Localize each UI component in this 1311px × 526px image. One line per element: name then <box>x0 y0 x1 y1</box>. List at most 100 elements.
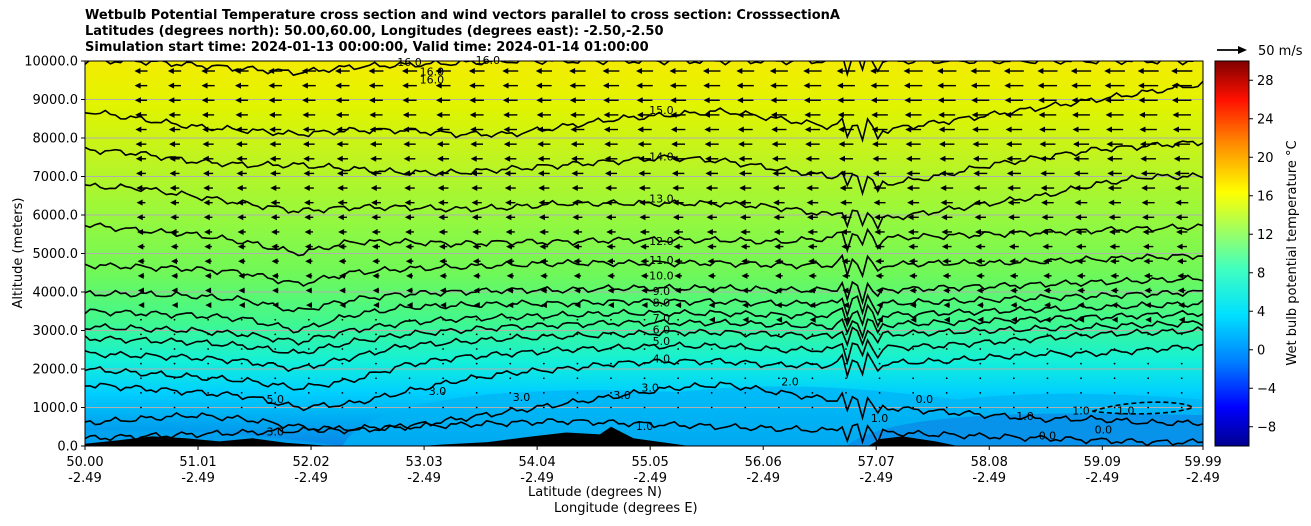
y-tick-label-8: 8000.0 <box>33 132 79 147</box>
wind-head-761 <box>1173 155 1180 162</box>
wind-head-138 <box>302 141 309 148</box>
x-tick-label-10: 59.99 <box>1184 455 1221 470</box>
wind-head-178 <box>372 258 379 265</box>
wind-dot-363 <box>643 362 646 365</box>
wind-dot-556 <box>912 348 915 350</box>
wind-dot-30 <box>173 318 176 321</box>
colorbar-tick-label-1: −4 <box>1257 382 1276 397</box>
wind-head-399 <box>672 185 679 192</box>
wind-head-227 <box>438 243 445 250</box>
wind-head-684 <box>1075 228 1082 235</box>
wind-dot-75 <box>240 362 243 365</box>
wind-head-469 <box>773 214 780 221</box>
wind-dot-625 <box>1012 391 1015 394</box>
colorbar-tick-label-6: 16 <box>1257 189 1274 204</box>
wind-head-512 <box>842 287 849 294</box>
wind-head-678 <box>1078 316 1085 323</box>
wind-head-680 <box>1077 287 1084 294</box>
wind-dot-600 <box>979 406 982 409</box>
wind-dot-192 <box>408 406 411 409</box>
wind-head-524 <box>837 111 844 118</box>
wind-head-679 <box>1077 302 1084 309</box>
wind-dot-197 <box>408 333 411 336</box>
wind-head-493 <box>807 214 814 221</box>
wind-head-299 <box>539 243 546 250</box>
wind-head-394 <box>674 258 681 265</box>
wind-head-46 <box>168 82 175 89</box>
wind-head-474 <box>771 141 778 148</box>
wind-head-714 <box>1106 141 1113 148</box>
wind-head-758 <box>1175 199 1182 206</box>
wind-head-728 <box>1144 287 1151 294</box>
wind-head-593 <box>939 155 946 162</box>
wind-dot-220 <box>442 348 445 350</box>
wind-head-155 <box>338 243 345 250</box>
wind-dot-436 <box>744 348 747 350</box>
wind-head-304 <box>537 170 544 177</box>
wind-head-471 <box>772 185 779 192</box>
wind-head-647 <box>1003 68 1010 75</box>
wind-head-767 <box>1171 68 1178 75</box>
wind-head-739 <box>1139 126 1146 133</box>
wind-head-45 <box>168 97 175 104</box>
wind-head-17 <box>135 155 142 162</box>
wind-dot-73 <box>240 391 243 394</box>
colorbar-ticks: −8 −4 0 4 8 12 16 20 24 28 <box>1249 74 1276 435</box>
wind-head-273 <box>506 272 513 279</box>
wind-dot-289 <box>542 391 545 394</box>
wind-head-620 <box>971 111 978 118</box>
wind-head-181 <box>371 214 378 221</box>
wind-head-645 <box>1004 97 1011 104</box>
wind-dot-171 <box>375 362 377 365</box>
wind-dot-148 <box>341 348 344 350</box>
wind-head-536 <box>875 287 882 294</box>
wind-head-618 <box>972 141 979 148</box>
contour-label-30: 0.0 <box>1039 429 1057 442</box>
wind-dot-649 <box>1046 391 1049 394</box>
wind-head-569 <box>905 155 912 162</box>
wind-dot-697 <box>1113 391 1116 394</box>
wind-head-451 <box>737 126 744 133</box>
wind-head-230 <box>438 199 445 206</box>
wind-head-414 <box>708 316 715 323</box>
wind-head-731 <box>1143 243 1150 250</box>
colorbar-tick-label-8: 24 <box>1257 112 1274 127</box>
wind-dot-125 <box>307 333 310 336</box>
wind-head-311 <box>535 68 542 75</box>
wind-head-375 <box>638 185 645 192</box>
wind-head-94 <box>234 82 241 89</box>
wind-head-753 <box>1177 272 1184 279</box>
wind-head-660 <box>1042 228 1049 235</box>
wind-head-39 <box>169 185 176 192</box>
wind-dot-413 <box>710 333 713 336</box>
wind-head-444 <box>740 228 747 235</box>
wind-head-345 <box>607 272 614 279</box>
wind-head-31 <box>171 302 178 309</box>
wind-head-367 <box>641 302 648 309</box>
wind-dot-147 <box>341 362 344 365</box>
wind-head-247 <box>473 302 480 309</box>
wind-head-252 <box>472 228 479 235</box>
wind-head-583 <box>943 302 950 309</box>
wind-dot-605 <box>979 333 982 336</box>
y-tick-label-5: 5000.0 <box>33 247 79 262</box>
wind-head-239 <box>435 68 442 75</box>
contour-label-2: 16.0 <box>420 66 445 79</box>
wind-head-497 <box>805 155 812 162</box>
wind-head-253 <box>471 214 478 221</box>
wind-head-503 <box>803 68 810 75</box>
terrain <box>85 426 1203 446</box>
wind-head-250 <box>472 258 479 265</box>
wind-head-404 <box>670 111 677 118</box>
wind-head-719 <box>1104 68 1111 75</box>
wind-dot-652 <box>1046 348 1049 350</box>
wind-dot-219 <box>442 362 445 365</box>
wind-head-276 <box>505 228 512 235</box>
wind-head-90 <box>236 141 243 148</box>
wind-head-766 <box>1171 82 1178 89</box>
wind-head-353 <box>604 155 611 162</box>
wind-dot-553 <box>912 391 915 394</box>
wind-dot-366 <box>643 318 646 321</box>
wind-dot-290 <box>542 377 545 380</box>
wind-head-70 <box>201 82 208 89</box>
